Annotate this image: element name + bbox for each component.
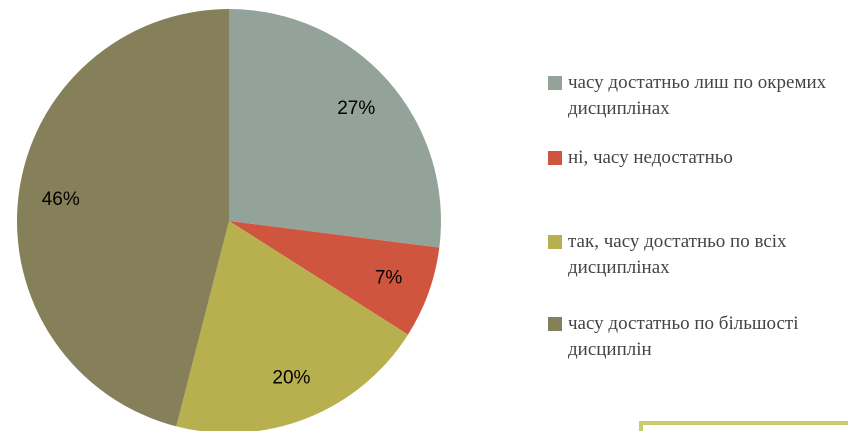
pie-slice — [229, 9, 441, 248]
legend-item: часу достатньо по більшості дисциплін — [546, 311, 838, 363]
legend-label: так, часу достатньо по всіх дисциплінах — [568, 231, 787, 278]
decor-box — [639, 421, 848, 431]
legend-item: часу достатньо лиш по окремих дисципліна… — [546, 70, 838, 122]
pie-slice — [176, 221, 408, 431]
legend-label: часу достатньо по більшості дисциплін — [568, 313, 799, 360]
data-label: 27% — [337, 98, 375, 119]
legend-item: так, часу достатньо по всіх дисциплінах — [546, 229, 838, 281]
legend-swatch — [548, 76, 562, 90]
legend-swatch — [548, 151, 562, 165]
pie-slice — [17, 9, 229, 427]
legend-label: ні, часу недостатньо — [568, 147, 733, 168]
data-label: 7% — [375, 267, 403, 288]
legend-label: часу достатньо лиш по окремих дисципліна… — [568, 72, 827, 119]
legend-swatch — [548, 317, 562, 331]
data-label: 20% — [272, 368, 310, 389]
legend-item: ні, часу недостатньо — [546, 145, 838, 171]
legend-swatch — [548, 235, 562, 249]
data-label: 46% — [42, 189, 80, 210]
pie-slice — [229, 221, 440, 335]
